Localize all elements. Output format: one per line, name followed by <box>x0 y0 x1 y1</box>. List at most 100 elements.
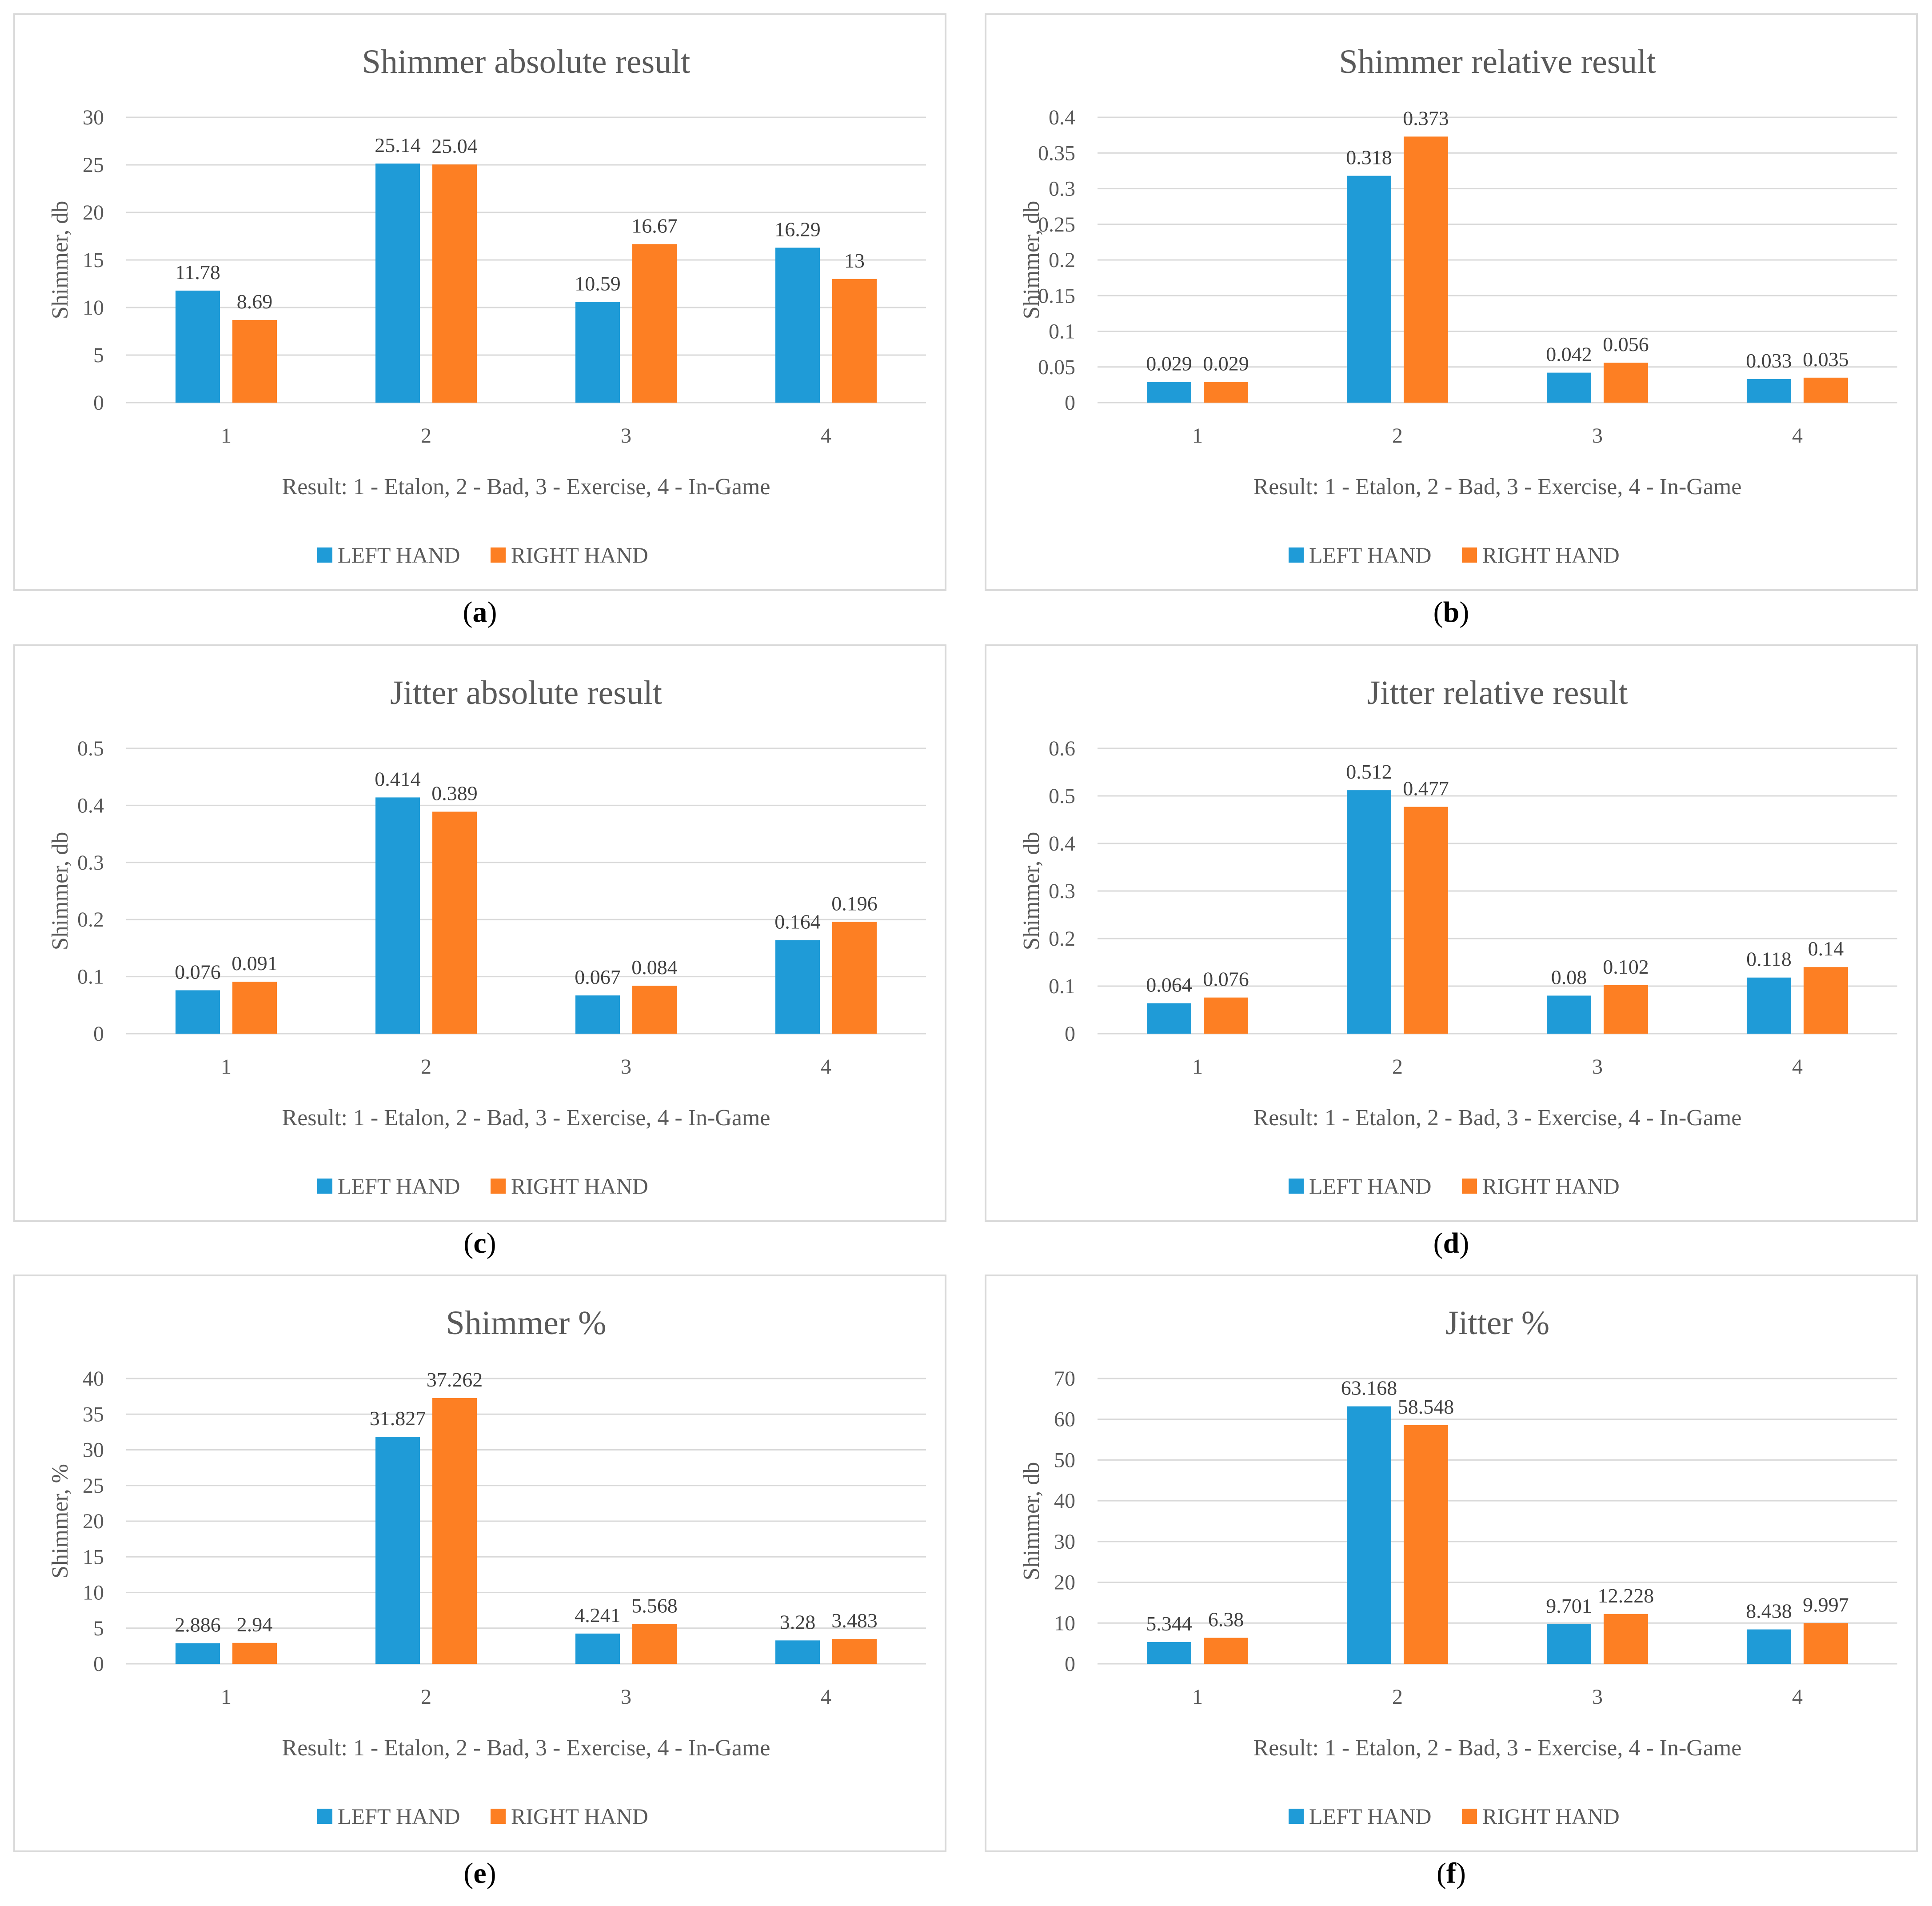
chart-panel-jitter-relative: Jitter relative result 0 0.1 0.2 0.3 0.4 0.5 0.… <box>985 644 1918 1222</box>
data-label: 37.262 <box>427 1368 483 1391</box>
legend-label: LEFT HAND <box>1309 1174 1431 1199</box>
x-tick-label: 2 <box>1392 1685 1403 1709</box>
data-label: 0.14 <box>1808 937 1844 960</box>
data-label: 10.59 <box>575 272 621 295</box>
legend-swatch <box>1289 547 1304 563</box>
bar <box>775 940 820 1034</box>
x-tick-label: 4 <box>821 1685 831 1709</box>
caption-letter: b <box>1443 596 1460 628</box>
data-label: 2.94 <box>237 1613 273 1636</box>
bar <box>632 986 677 1034</box>
bar <box>1147 1642 1191 1664</box>
y-tick-label: 0.3 <box>1049 879 1075 903</box>
legend-label: RIGHT HAND <box>511 1804 648 1829</box>
data-label: 0.118 <box>1746 948 1792 971</box>
bar <box>1347 790 1391 1034</box>
figure-caption: (e) <box>463 1857 496 1890</box>
bar <box>1747 379 1791 403</box>
y-tick-label: 0.4 <box>1049 832 1075 855</box>
y-tick-label: 60 <box>1054 1408 1075 1431</box>
x-tick-label: 2 <box>1392 424 1403 448</box>
bar <box>432 811 477 1034</box>
bar <box>176 1643 220 1664</box>
legend-label: LEFT HAND <box>1309 543 1431 567</box>
bar <box>575 1633 620 1664</box>
bar <box>375 1437 420 1664</box>
legend-swatch <box>317 547 332 563</box>
x-tick-label: 4 <box>821 1055 831 1079</box>
bar <box>1547 372 1591 403</box>
x-tick-label: 2 <box>421 424 431 448</box>
legend-label: LEFT HAND <box>338 1804 460 1829</box>
y-tick-label: 25 <box>83 153 104 177</box>
x-tick-label: 4 <box>1792 1055 1803 1079</box>
chart-title: Shimmer % <box>446 1304 607 1342</box>
y-tick-label: 15 <box>83 1545 104 1569</box>
y-tick-label: 0.2 <box>1049 248 1075 272</box>
legend-label: LEFT HAND <box>1309 1804 1431 1829</box>
data-label: 2.886 <box>175 1614 221 1636</box>
data-label: 0.076 <box>1203 968 1249 991</box>
x-tick-label: 1 <box>221 1685 232 1709</box>
data-label: 0.414 <box>375 767 421 790</box>
legend-swatch <box>317 1809 332 1824</box>
legend-label: RIGHT HAND <box>511 1174 648 1199</box>
bar <box>1404 807 1448 1034</box>
bar <box>1147 1003 1191 1034</box>
x-tick-label: 3 <box>621 1685 631 1709</box>
y-tick-label: 0 <box>1065 391 1075 415</box>
y-tick-label: 0.4 <box>1049 106 1075 129</box>
bar-chart: Shimmer % 0 5 10 15 20 25 30 35 40 Shimmer, % 2.886… <box>48 1304 926 1829</box>
bar <box>832 1639 877 1664</box>
y-tick-label: 5 <box>93 1617 104 1640</box>
data-label: 16.67 <box>631 214 678 237</box>
data-label: 6.38 <box>1208 1608 1244 1630</box>
data-label: 9.997 <box>1803 1593 1849 1616</box>
bar <box>1547 995 1591 1034</box>
chart-panel-shimmer-relative: Shimmer relative result 0 0.05 0.1 0.15 0.2 0.… <box>985 13 1918 591</box>
legend-swatch <box>1289 1179 1304 1194</box>
chart-panel-jitter-percent: Jitter % 0 10 20 30 40 50 60 70 Shimmer, db 5.344 6… <box>985 1275 1918 1852</box>
data-label: 12.228 <box>1598 1584 1654 1607</box>
x-tick-label: 3 <box>1592 1055 1603 1079</box>
y-tick-label: 0.25 <box>1038 213 1075 236</box>
y-tick-label: 30 <box>83 106 104 129</box>
bar <box>1347 1406 1391 1664</box>
caption-letter: a <box>472 596 487 628</box>
y-axis-title: Shimmer, % <box>48 1464 73 1578</box>
bar <box>1404 1425 1448 1664</box>
bar <box>775 1640 820 1664</box>
data-label: 0.029 <box>1203 352 1249 375</box>
y-tick-label: 0.1 <box>77 965 104 989</box>
figure-caption: (b) <box>1433 596 1469 628</box>
bar <box>1347 176 1391 403</box>
bar <box>775 248 820 403</box>
y-tick-label: 0.05 <box>1038 356 1075 379</box>
data-label: 3.483 <box>831 1609 878 1632</box>
data-label: 5.568 <box>631 1594 678 1617</box>
y-tick-label: 10 <box>83 1581 104 1605</box>
legend-label: LEFT HAND <box>338 1174 460 1199</box>
bar <box>575 995 620 1034</box>
caption-letter: c <box>473 1227 487 1259</box>
y-tick-label: 0.4 <box>77 794 104 817</box>
caption-letter: f <box>1446 1857 1456 1890</box>
x-tick-label: 3 <box>621 1055 631 1079</box>
bar-chart: Jitter relative result 0 0.1 0.2 0.3 0.4 0.5 0.… <box>1019 674 1897 1199</box>
caption-letter: e <box>473 1857 487 1890</box>
bar <box>176 990 220 1034</box>
data-label: 0.196 <box>831 892 878 915</box>
chart-title: Jitter absolute result <box>390 674 662 711</box>
x-axis-title: Result: 1 - Etalon, 2 - Bad, 3 - Exercis… <box>282 474 770 499</box>
data-label: 0.033 <box>1746 349 1792 372</box>
chart-panel-jitter-absolute: Jitter absolute result 0 0.1 0.2 0.3 0.4 0.5 Sh… <box>13 644 946 1222</box>
data-label: 4.241 <box>575 1604 621 1626</box>
y-tick-label: 0.5 <box>77 737 104 760</box>
data-label: 31.827 <box>370 1407 426 1430</box>
y-axis-title: Shimmer, db <box>48 201 73 320</box>
x-tick-label: 1 <box>1192 1055 1203 1079</box>
bar <box>1204 1638 1248 1664</box>
caption-letter: d <box>1443 1227 1460 1259</box>
bar-chart: Shimmer absolute result 0 5 10 15 20 25 30 Shimm… <box>48 43 926 567</box>
legend-swatch <box>317 1179 332 1194</box>
